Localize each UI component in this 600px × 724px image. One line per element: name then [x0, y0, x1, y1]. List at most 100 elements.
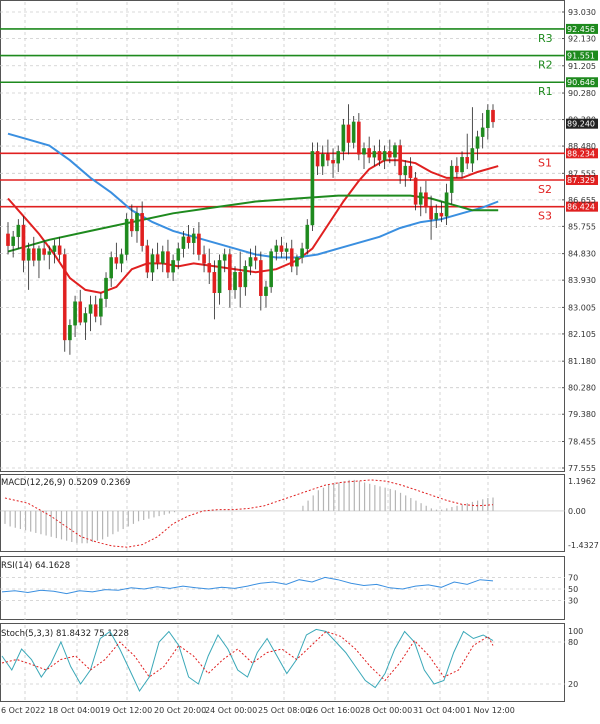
candle-body	[351, 121, 356, 143]
candle-body	[207, 263, 212, 273]
candle-body	[99, 298, 103, 317]
candle	[212, 260, 217, 320]
candle-body	[326, 154, 330, 161]
candle-body	[408, 165, 413, 179]
candle	[140, 201, 144, 252]
candle	[331, 148, 335, 178]
candle	[130, 204, 134, 237]
candle	[104, 272, 108, 308]
rsi-line	[1, 576, 494, 595]
stoch-tick-label: 20	[568, 680, 578, 689]
candle	[21, 216, 26, 273]
candle	[78, 289, 83, 326]
level-price-box	[566, 23, 598, 34]
candle-body	[31, 248, 36, 261]
stoch-panel: Stoch(5,3,3) 81.8432 75.1228 100 80 20	[0, 627, 583, 692]
candle	[279, 236, 284, 258]
candle-body	[104, 277, 108, 299]
price-tick-label: 79.380	[568, 410, 596, 419]
candle	[243, 260, 248, 296]
candle	[320, 145, 325, 175]
level-price-box	[566, 174, 598, 185]
price-tick-label: 88.480	[568, 142, 596, 151]
candle-body	[274, 245, 279, 252]
macd-tick-label: -1.4327	[568, 541, 599, 550]
candle	[315, 142, 320, 175]
rsi-tick-label: 70	[568, 573, 578, 582]
candle-body	[331, 160, 335, 164]
candle-body	[186, 236, 191, 243]
candle	[326, 139, 330, 167]
time-axis-label: 24 Oct 00:00	[205, 706, 257, 715]
level-name-label: S1	[538, 156, 552, 169]
moving-average-red	[7, 159, 499, 294]
candle-body	[248, 257, 253, 267]
candle	[491, 104, 495, 128]
candle-body	[238, 271, 242, 288]
candle	[52, 239, 57, 264]
current-price-label: 89.240	[567, 120, 595, 129]
candle-body	[336, 151, 341, 164]
candle	[68, 319, 72, 355]
candle	[300, 242, 304, 264]
rsi-tick-label: 30	[568, 597, 578, 606]
candle-body	[160, 251, 165, 264]
candle-body	[367, 148, 371, 158]
macd-panel: MACD(12,26,9) 0.5209 0.2369 1.1962 0.00 -1…	[0, 477, 599, 550]
candle	[393, 142, 397, 167]
candle-body	[300, 248, 304, 258]
macd-label: MACD(12,26,9) 0.5209 0.2369	[1, 478, 130, 488]
candle	[145, 239, 150, 279]
rsi-tick-label: 50	[568, 585, 578, 594]
level-price-label: 92.456	[567, 25, 595, 34]
candle-body	[197, 233, 201, 255]
candle	[382, 145, 387, 170]
level-price-label: 91.551	[567, 52, 595, 61]
candle-body	[253, 257, 258, 261]
candle	[93, 295, 98, 323]
candle	[233, 266, 237, 299]
candle	[310, 142, 315, 231]
candle	[99, 292, 103, 326]
candle-body	[315, 151, 320, 167]
candle	[124, 213, 129, 261]
time-axis: 6 Oct 2022 18 Oct 04:00 19 Oct 12:00 20 Oct…	[1, 706, 515, 715]
candle	[47, 245, 52, 270]
candle-body	[233, 271, 237, 291]
candle	[305, 219, 310, 255]
macd-tick-label: 0.00	[568, 507, 586, 516]
candle	[413, 172, 418, 211]
candle-body	[398, 145, 402, 176]
candle-body	[176, 248, 181, 261]
candle-body	[269, 251, 273, 288]
candle	[362, 142, 366, 170]
candle	[295, 254, 299, 276]
candle-body	[171, 260, 175, 273]
candle-body	[357, 121, 361, 155]
candle	[465, 133, 470, 170]
candle-body	[377, 151, 382, 161]
candle-body	[78, 301, 83, 323]
level-price-box	[566, 148, 598, 159]
candle	[42, 239, 46, 261]
candle	[57, 236, 62, 261]
stoch-label: Stoch(5,3,3) 81.8432 75.1228	[1, 629, 129, 639]
candle	[486, 104, 490, 140]
candle	[284, 242, 289, 261]
price-tick-label: 86.655	[568, 196, 596, 205]
price-tick-label: 82.105	[568, 330, 596, 339]
candle-body	[434, 213, 439, 220]
candle	[372, 145, 377, 167]
level-name-label: S2	[538, 183, 552, 196]
candle-body	[217, 260, 222, 294]
candle	[253, 245, 258, 270]
candle-body	[480, 127, 485, 137]
candle-body	[289, 248, 294, 267]
candle	[238, 251, 242, 308]
price-tick-label: 83.930	[568, 276, 596, 285]
panel-border	[0, 623, 565, 702]
candle	[181, 230, 186, 258]
level-name-label: R1	[538, 85, 553, 98]
candle-body	[228, 254, 232, 291]
